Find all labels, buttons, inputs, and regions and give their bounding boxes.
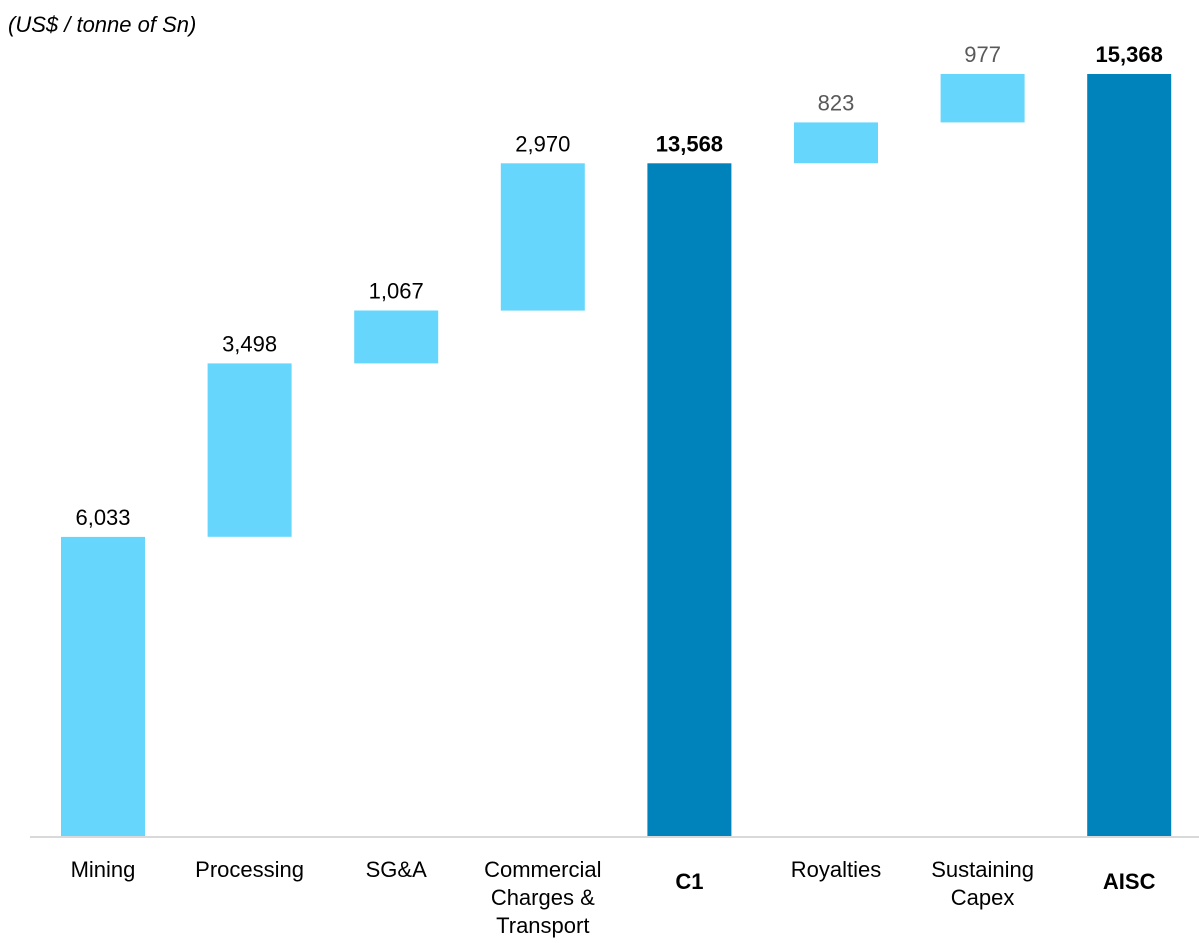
category-label: SG&A [366,857,427,882]
category-label: Sustaining Capex [931,857,1034,910]
bar-sg-a [354,310,439,364]
value-label: 1,067 [369,279,424,304]
category-label-line: Processing [195,857,304,882]
value-label: 823 [818,90,855,115]
category-label: C1 [675,869,703,894]
value-label: 15,368 [1096,42,1163,67]
bar-c1 [647,163,732,837]
bar-royalties [794,122,878,164]
value-label: 977 [964,42,1001,67]
category-label: AISC [1103,869,1156,894]
bar-processing [207,363,292,537]
category-label: Mining [71,857,136,882]
category-label-line: Capex [951,885,1015,910]
bar-sustaining-capex [940,74,1025,123]
value-labels-group: 6,033 3,498 1,067 2,970 13,568 823 977 15,368 [75,42,1162,530]
value-label: 3,498 [222,331,277,356]
category-label-line: AISC [1103,869,1156,894]
category-label-line: Charges & [491,885,595,910]
category-label-line: C1 [675,869,703,894]
category-label: Royalties [791,857,881,882]
category-label-line: Sustaining [931,857,1034,882]
bar-aisc [1087,74,1172,836]
category-labels-group: Mining Processing SG&A Commercial Charges & T… [71,857,1156,938]
value-label: 13,568 [656,131,723,156]
category-label-line: Royalties [791,857,881,882]
value-label: 6,033 [75,505,130,530]
bar-mining [61,536,145,836]
category-label-line: Commercial [484,857,601,882]
unit-label: (US$ / tonne of Sn) [8,12,197,37]
category-label-line: Transport [496,913,589,938]
category-label: Processing [195,857,304,882]
bar-commercial-charges-transport [500,163,585,311]
category-label: Commercial Charges & Transport [484,857,601,938]
value-label: 2,970 [515,131,570,156]
category-label-line: Mining [71,857,136,882]
category-label-line: SG&A [366,857,427,882]
bars-group [61,74,1172,837]
